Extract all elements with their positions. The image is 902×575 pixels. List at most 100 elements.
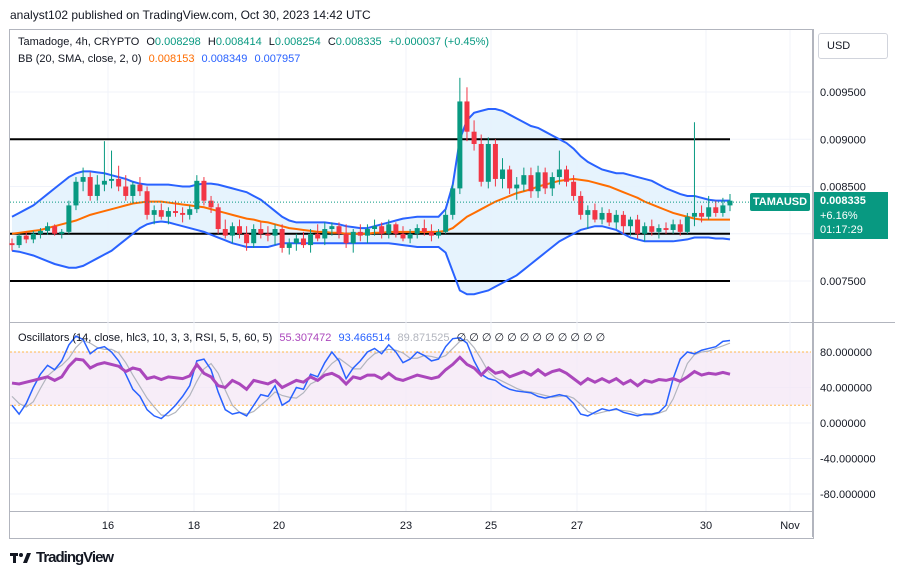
candle-body bbox=[286, 243, 292, 248]
chart-frame bbox=[9, 29, 814, 539]
osc-rsi-value: 55.307472 bbox=[279, 332, 332, 344]
candle-body bbox=[613, 214, 619, 223]
axes: 0.009500 0.009000 0.008500 0.007500 80.00000… bbox=[102, 87, 876, 532]
currency-button[interactable]: USD bbox=[818, 33, 888, 59]
price-tick-label: 0.008500 bbox=[820, 182, 866, 194]
candle-body bbox=[215, 207, 221, 230]
candle-body bbox=[322, 229, 328, 239]
candle-body bbox=[372, 226, 378, 230]
candle-body bbox=[578, 195, 584, 215]
candle-body bbox=[343, 233, 349, 244]
candle-body bbox=[37, 230, 43, 234]
bb-basis-value: 0.008153 bbox=[148, 53, 195, 65]
candle-body bbox=[670, 224, 676, 230]
bar-countdown: 01:17:29 bbox=[820, 224, 863, 236]
candle-body bbox=[137, 184, 143, 192]
pane-divider[interactable] bbox=[9, 322, 895, 323]
osc-legend-label[interactable]: Oscillators (14, close, hlc3, 10, 3, 3, … bbox=[18, 332, 273, 344]
candle-body bbox=[30, 233, 36, 240]
candle-body bbox=[236, 226, 242, 234]
candle-body bbox=[407, 233, 413, 239]
osc-tick-label: 0.000000 bbox=[820, 418, 866, 430]
time-tick-label: 27 bbox=[571, 520, 583, 532]
candle-body bbox=[656, 228, 662, 232]
candle-body bbox=[556, 169, 562, 178]
candle-body bbox=[649, 226, 655, 232]
legend-open: O0.008298 bbox=[146, 36, 201, 48]
osc-tick-label: 80.000000 bbox=[820, 347, 872, 359]
candle-body bbox=[699, 212, 705, 217]
candle-body bbox=[144, 191, 150, 215]
candle-body bbox=[642, 226, 648, 234]
candle-body bbox=[514, 184, 520, 189]
candle-body bbox=[364, 229, 370, 236]
candle-body bbox=[251, 229, 257, 244]
bb-legend: BB (20, SMA, close, 2, 0) 0.008153 0.008… bbox=[18, 53, 304, 65]
candle-body bbox=[173, 211, 179, 213]
time-tick-label: 18 bbox=[188, 520, 200, 532]
candle-body bbox=[109, 178, 115, 181]
candle-body bbox=[464, 101, 470, 132]
candle-body bbox=[677, 224, 683, 232]
time-tick-label: 30 bbox=[700, 520, 712, 532]
candle-body bbox=[180, 212, 186, 215]
footer-brand-text: TradingView bbox=[36, 549, 114, 566]
candle-body bbox=[265, 233, 271, 236]
bb-upper-value: 0.008349 bbox=[201, 53, 248, 65]
legend-low: L0.008254 bbox=[268, 36, 321, 48]
main-legend: Tamadoge, 4h, CRYPTO O0.008298 H0.008414… bbox=[18, 36, 493, 48]
rsi-line bbox=[11, 355, 731, 392]
candle-body bbox=[80, 177, 86, 182]
last-price: 0.008335 bbox=[820, 195, 866, 207]
candle-body bbox=[691, 212, 697, 217]
legend-change: +0.000037 (+0.45%) bbox=[388, 36, 490, 48]
legend-symbol[interactable]: Tamadoge, 4h, CRYPTO bbox=[18, 36, 140, 48]
candle-body bbox=[421, 228, 427, 232]
time-tick-label: Nov bbox=[780, 520, 800, 532]
candle-body bbox=[535, 172, 541, 192]
candle-body bbox=[542, 172, 548, 189]
candle-body bbox=[393, 224, 399, 234]
candle-body bbox=[308, 233, 314, 246]
candle-body bbox=[635, 219, 641, 234]
candle-body bbox=[123, 186, 129, 196]
time-tick-label: 20 bbox=[273, 520, 285, 532]
candle-body bbox=[428, 231, 434, 236]
candle-body bbox=[727, 200, 733, 206]
footer-brand[interactable]: TradingView bbox=[10, 549, 114, 566]
candle-body bbox=[706, 207, 712, 217]
candle-body bbox=[279, 229, 285, 248]
tradingview-logo-icon bbox=[10, 552, 31, 563]
osc-empty-values: ∅ ∅ ∅ ∅ ∅ ∅ ∅ ∅ ∅ ∅ ∅ ∅ bbox=[456, 332, 606, 344]
candle-body bbox=[620, 214, 626, 227]
candle-body bbox=[379, 226, 385, 234]
legend-high: H0.008414 bbox=[207, 36, 262, 48]
candle-body bbox=[627, 219, 633, 227]
bb-lower-line bbox=[11, 220, 731, 296]
candle-body bbox=[357, 231, 363, 236]
candle-body bbox=[9, 243, 15, 246]
candle-body bbox=[585, 210, 591, 215]
candle-body bbox=[151, 210, 157, 215]
price-change-pct: +6.16% bbox=[820, 209, 858, 222]
osc-tick-label: 40.000000 bbox=[820, 383, 872, 395]
candle-body bbox=[336, 226, 342, 234]
bb-legend-label[interactable]: BB (20, SMA, close, 2, 0) bbox=[18, 53, 142, 65]
candle-body bbox=[478, 143, 484, 182]
candle-body bbox=[315, 233, 321, 239]
osc-tick-label: -80.000000 bbox=[820, 489, 876, 501]
candle-body bbox=[492, 143, 498, 179]
candle-body bbox=[66, 205, 72, 232]
candle-body bbox=[443, 214, 449, 232]
candle-body bbox=[713, 207, 719, 213]
last-price-label: 0.008335 +6.16% 01:17:29 bbox=[814, 192, 888, 239]
candle-body bbox=[521, 175, 527, 185]
candles bbox=[9, 77, 750, 255]
candle-body bbox=[101, 180, 107, 185]
candle-body bbox=[94, 184, 100, 196]
candle-body bbox=[471, 131, 477, 144]
osc-k-value: 93.466514 bbox=[338, 332, 391, 344]
time-tick-label: 23 bbox=[400, 520, 412, 532]
candle-body bbox=[300, 238, 306, 246]
